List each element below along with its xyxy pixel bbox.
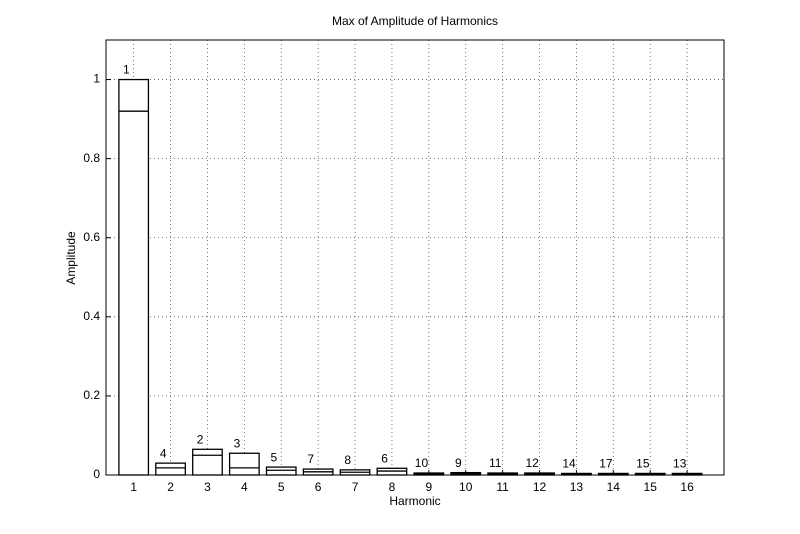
x-tick-label: 13 xyxy=(570,480,584,494)
y-axis-label: Amplitude xyxy=(64,231,78,285)
y-tick-label: 0.8 xyxy=(83,151,100,165)
x-tick-label: 5 xyxy=(278,480,285,494)
x-tick-label: 14 xyxy=(607,480,621,494)
bar-label: 17 xyxy=(599,457,613,471)
bar xyxy=(155,462,186,476)
x-tick-label: 1 xyxy=(130,480,137,494)
bar-label: 15 xyxy=(636,457,650,471)
bar-label: 11 xyxy=(489,456,502,470)
x-tick-label: 15 xyxy=(644,480,658,494)
x-tick-label: 9 xyxy=(425,480,432,494)
x-axis-label: Harmonic xyxy=(389,494,440,508)
bar-label: 13 xyxy=(673,457,687,471)
x-tick-label: 4 xyxy=(241,480,248,494)
x-tick-label: 12 xyxy=(533,480,547,494)
x-tick-label: 2 xyxy=(167,480,174,494)
bar-label: 2 xyxy=(197,432,204,446)
bar-label: 6 xyxy=(381,451,388,465)
bar xyxy=(228,452,260,476)
bar-label: 10 xyxy=(415,456,429,470)
x-tick-label: 11 xyxy=(496,480,509,494)
bar-label: 8 xyxy=(344,453,351,467)
chart-title: Max of Amplitude of Harmonics xyxy=(332,14,498,28)
x-tick-label: 10 xyxy=(459,480,473,494)
bar-label: 12 xyxy=(525,456,539,470)
y-tick-label: 0 xyxy=(93,467,100,481)
bar-label: 3 xyxy=(234,436,241,450)
x-tick-label: 16 xyxy=(680,480,694,494)
x-tick-label: 8 xyxy=(389,480,396,494)
y-tick-label: 1 xyxy=(93,72,100,86)
y-tick-label: 0.6 xyxy=(83,230,100,244)
bar-label: 9 xyxy=(455,456,462,470)
plot-frame xyxy=(105,39,725,476)
bar-label: 5 xyxy=(271,450,278,464)
x-tick-label: 3 xyxy=(204,480,211,494)
y-tick-label: 0.4 xyxy=(83,309,100,323)
bar-label: 7 xyxy=(307,452,314,466)
bar xyxy=(192,448,223,476)
x-tick-label: 7 xyxy=(352,480,359,494)
bar-label: 4 xyxy=(160,446,167,460)
x-tick-label: 6 xyxy=(315,480,322,494)
bar-label: 14 xyxy=(562,457,576,471)
bar xyxy=(265,466,297,476)
bar-label: 1 xyxy=(123,63,130,77)
bar xyxy=(118,78,150,476)
y-tick-label: 0.2 xyxy=(83,388,100,402)
